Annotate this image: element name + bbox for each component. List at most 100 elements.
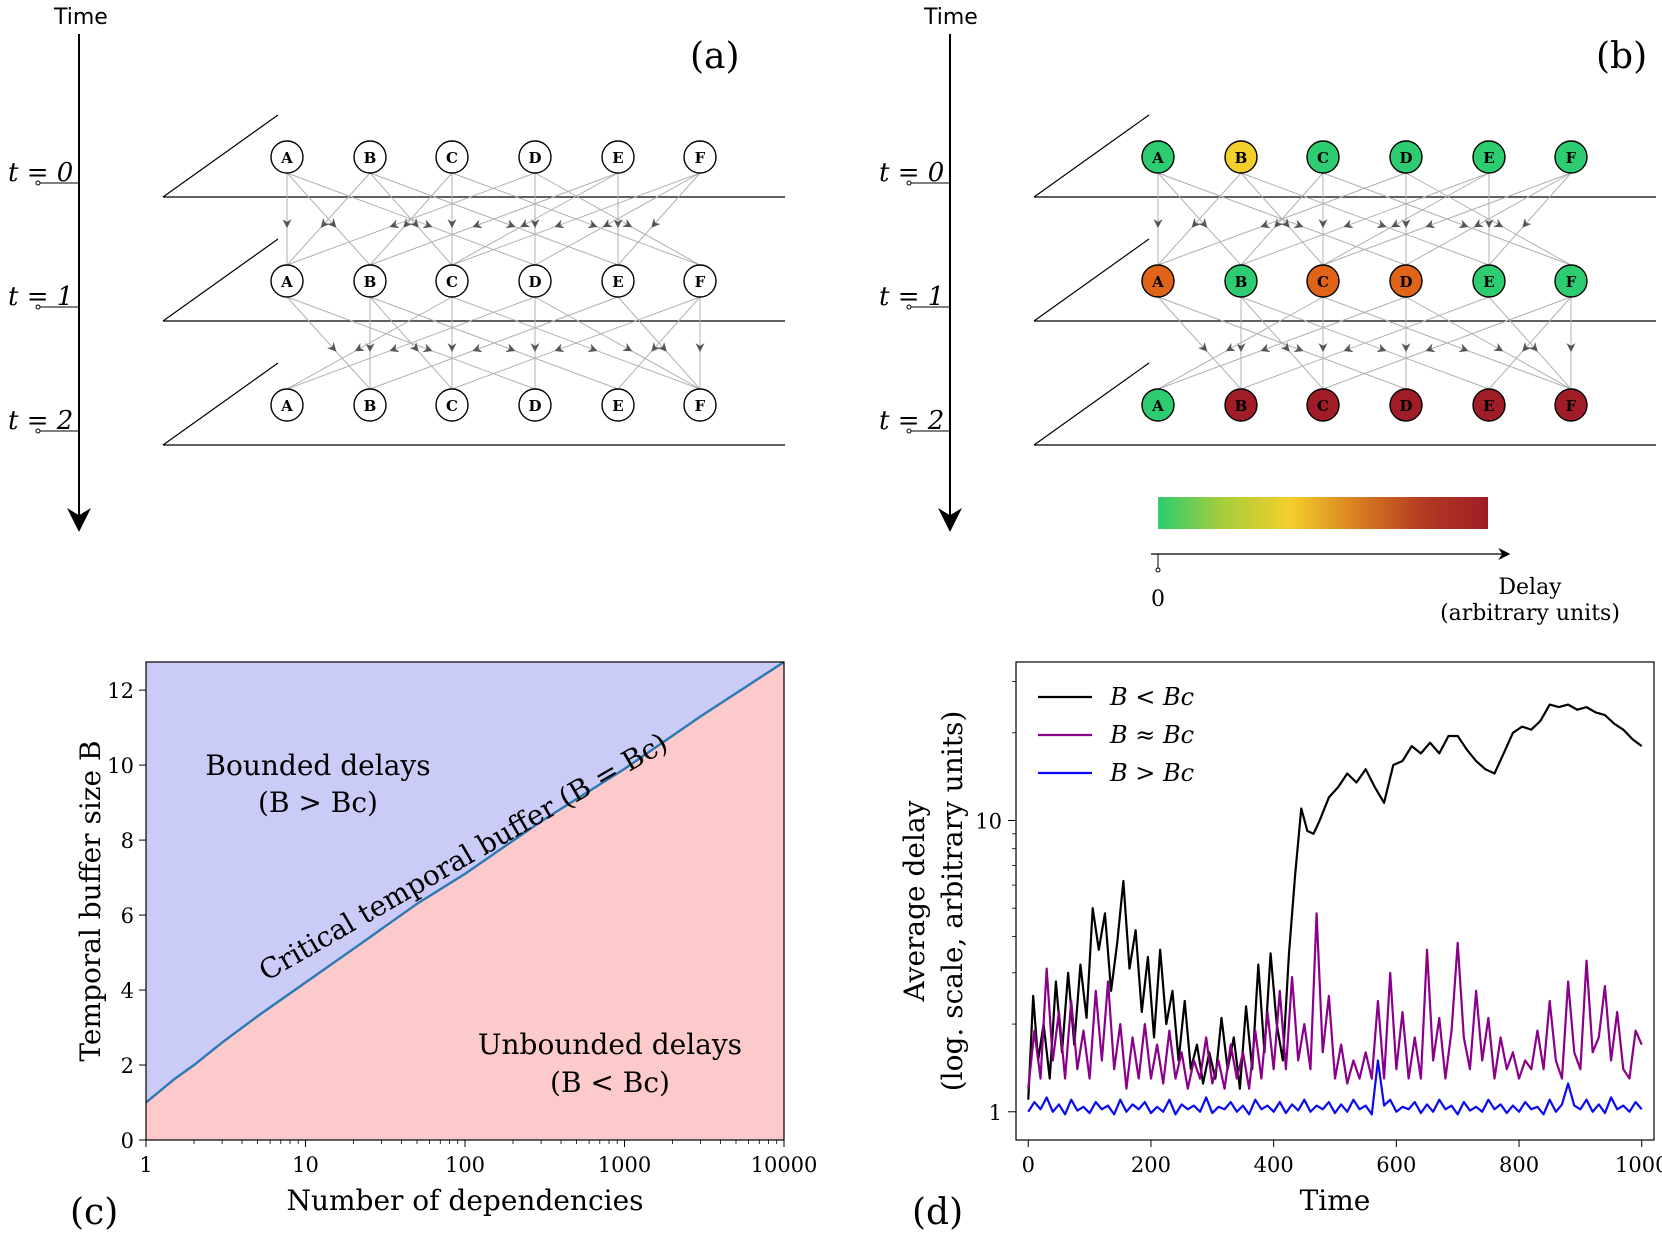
graph-a-node-label: F [695, 397, 706, 415]
y-tick-label-c: 6 [121, 904, 134, 928]
graph-a-node-label: A [280, 273, 293, 291]
graph-a-dependency-edge [286, 296, 453, 390]
y-tick-label-d: 1 [989, 1101, 1002, 1125]
graph-b-plane-edge [1033, 362, 1150, 446]
graph-a-node [435, 140, 469, 174]
graph-a-dependency-edge [369, 296, 619, 390]
graph-a-dependency-edge [617, 172, 701, 266]
graph-b-node-label: E [1483, 273, 1494, 291]
graph-b-node-label: B [1235, 273, 1248, 291]
x-tick-label-d: 800 [1499, 1153, 1539, 1177]
y-tick-label-c: 0 [121, 1129, 134, 1153]
x-tick-label-d: 400 [1254, 1153, 1294, 1177]
x-axis-label-c: Number of dependencies [286, 1184, 643, 1217]
graph-b-dependency-edge [1157, 296, 1324, 390]
panel-b: (b) Time 0 Delay (arbitrary units) t = 0… [879, 5, 1656, 626]
y-axis-unit-d: (log. scale, arbitrary units) [936, 711, 969, 1092]
graph-b-node-label: B [1235, 397, 1248, 415]
graph-a-time-label: t = 0 [8, 158, 73, 188]
graph-b-node [1389, 140, 1423, 174]
graph-b-node [1306, 140, 1340, 174]
x-tick-label-d: 1000 [1615, 1153, 1662, 1177]
graph-b-node-label: C [1317, 397, 1329, 415]
plot-frame-d [1015, 661, 1655, 1141]
panel-d-label: (d) [912, 1192, 963, 1233]
graph-b-node [1224, 264, 1258, 298]
graph-b-node [1224, 388, 1258, 422]
graph-b-dependency-edge [1405, 172, 1572, 266]
graph-b-node-label: D [1399, 273, 1412, 291]
x-tick-label-d: 600 [1376, 1153, 1416, 1177]
graph-a-node-label: A [280, 397, 293, 415]
time-axis-label-a: Time [53, 5, 108, 30]
graph-a-node-label: F [695, 273, 706, 291]
panel-c-label: (c) [70, 1192, 118, 1233]
y-tick-label-c: 12 [107, 679, 134, 703]
graph-b-time-tick-dot [906, 304, 912, 310]
graph-a-node-label: B [364, 149, 377, 167]
graph-b-node [1141, 264, 1175, 298]
legend-entry: B < Bc [1109, 683, 1194, 711]
graph-b-node-label: A [1151, 149, 1164, 167]
graph-a-dependency-edge [369, 172, 619, 266]
panel-a-label: (a) [690, 36, 740, 77]
graph-a-node [353, 388, 387, 422]
delay-axis-zero-dot [1155, 567, 1161, 573]
graph-a-node [601, 140, 635, 174]
graph-b-node-label: E [1483, 149, 1494, 167]
graph-a-dependency-edge [451, 172, 619, 266]
graph-a-node-label: C [446, 273, 458, 291]
unbounded-label: Unbounded delays [478, 1028, 742, 1061]
graph-a-node-label: F [695, 149, 706, 167]
graph-a-dependency-edge [534, 296, 701, 390]
graph-b-plane-edge [1033, 238, 1150, 322]
delay-zero-label: 0 [1151, 587, 1165, 612]
graph-b-time-tick-dot [906, 180, 912, 186]
graph-a-dependency-edge [451, 296, 701, 390]
x-tick-label-d: 0 [1022, 1153, 1035, 1177]
y-tick-label-c: 2 [121, 1054, 134, 1078]
graph-b-node [1389, 388, 1423, 422]
series-line [1027, 703, 1643, 1100]
graph-a-node-label: D [528, 149, 541, 167]
graph-b-dependency-edge [1157, 296, 1242, 390]
graph-a-node [270, 388, 304, 422]
series-line [1027, 1059, 1643, 1116]
graph-a-node-label: E [612, 273, 623, 291]
critical-buffer-line [145, 660, 785, 1104]
y-tick-label-d: 10 [975, 809, 1002, 833]
graph-b-plane-edge [1033, 114, 1150, 198]
graph-a-node-label: D [528, 273, 541, 291]
graph-a-dependency-edge [451, 172, 701, 266]
graph-a-dependency-edge [534, 172, 701, 266]
graph-a-time-tick-dot [35, 428, 41, 434]
graph-b-node [1389, 264, 1423, 298]
y-tick-label-c: 4 [121, 979, 134, 1003]
graph-b-node-label: E [1483, 397, 1494, 415]
graph-a-node-label: C [446, 149, 458, 167]
graph-a-node-label: C [446, 397, 458, 415]
graph-b-node [1306, 264, 1340, 298]
x-axis-label-d: Time [1300, 1184, 1371, 1217]
x-tick-label-c: 10 [292, 1153, 319, 1177]
graph-a-node [601, 264, 635, 298]
graph-a-node [435, 264, 469, 298]
y-axis-label-c: Temporal buffer size B [74, 740, 107, 1061]
x-tick-label-d: 200 [1131, 1153, 1171, 1177]
graph-a-node [518, 264, 552, 298]
delay-colorbar [1158, 497, 1488, 529]
graph-a-node-label: E [612, 149, 623, 167]
graph-a-node-label: B [364, 397, 377, 415]
graph-a-node [601, 388, 635, 422]
graph-b-node [1224, 140, 1258, 174]
y-tick-label-c: 8 [121, 829, 134, 853]
panel-c: (c) 1 10 100 1000 10000 0 2 4 6 8 10 12 Number of de… [70, 660, 817, 1233]
graph-a-node [683, 140, 717, 174]
graph-b-dependency-edge [1488, 172, 1572, 266]
graph-a-dependency-edge [286, 296, 371, 390]
graph-b-node [1554, 388, 1588, 422]
bounded-region [146, 662, 784, 1103]
graph-b-time-label: t = 1 [879, 282, 944, 312]
x-tick-label-c: 100 [445, 1153, 485, 1177]
